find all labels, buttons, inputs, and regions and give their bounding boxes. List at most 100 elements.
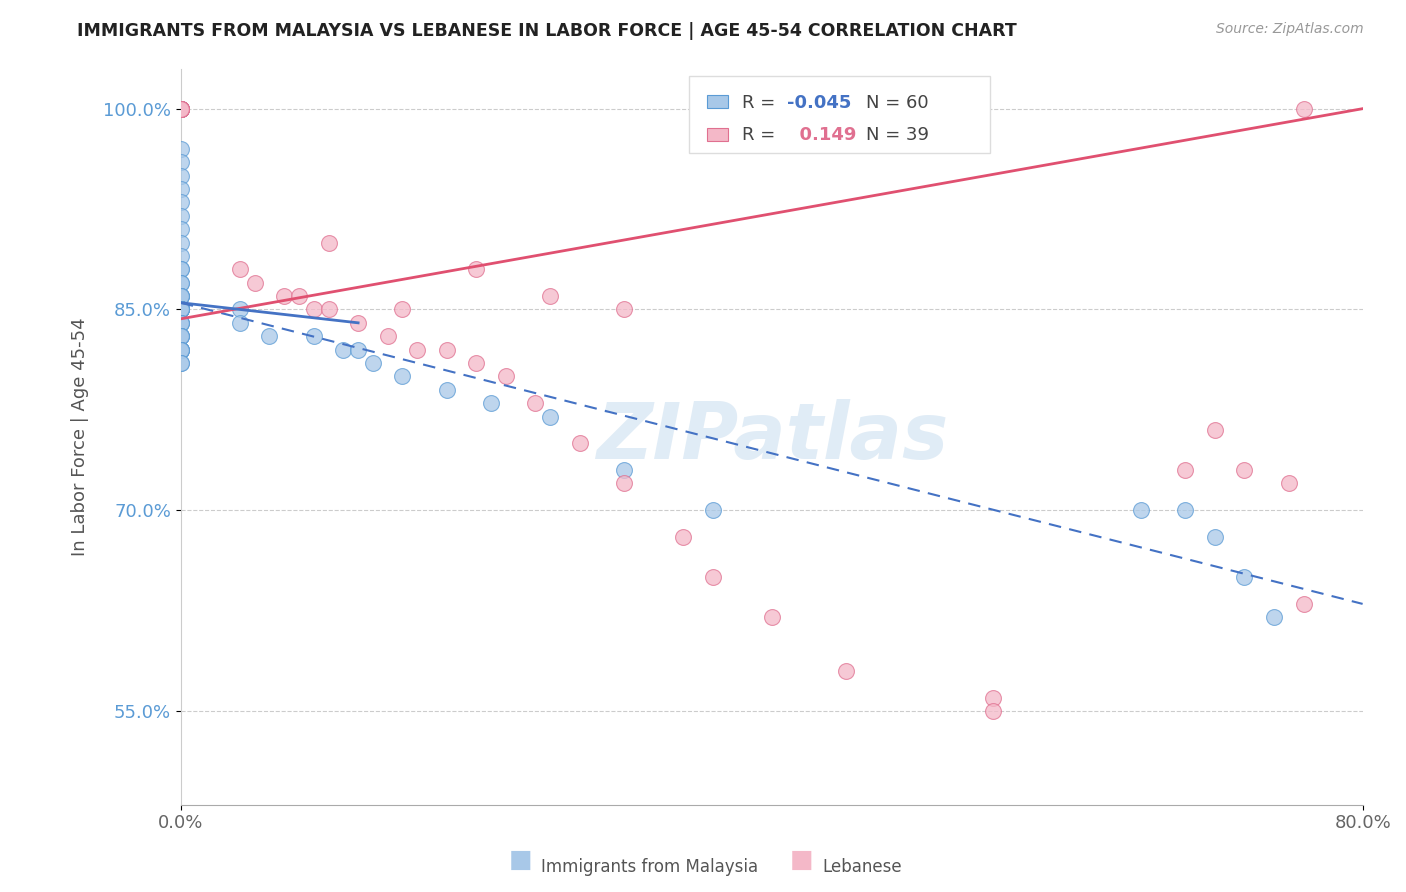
Point [1233, 570, 1256, 584]
Text: ZIPatlas: ZIPatlas [596, 399, 948, 475]
Point [1292, 597, 1315, 611]
Text: R =: R = [742, 126, 782, 144]
Point [702, 503, 724, 517]
Point [170, 343, 193, 357]
Text: 0.149: 0.149 [787, 126, 856, 144]
Point [170, 289, 193, 303]
Point [170, 169, 193, 183]
Point [465, 356, 488, 370]
Point [1292, 102, 1315, 116]
Point [229, 316, 252, 330]
Point [170, 302, 193, 317]
Point [1174, 463, 1197, 477]
Point [170, 343, 193, 357]
Point [170, 102, 193, 116]
Point [170, 302, 193, 317]
Point [170, 316, 193, 330]
Point [538, 409, 561, 424]
Point [170, 302, 193, 317]
Text: ■: ■ [509, 848, 531, 872]
Point [170, 329, 193, 343]
Point [436, 343, 458, 357]
Point [170, 343, 193, 357]
FancyBboxPatch shape [707, 95, 728, 108]
Point [347, 343, 370, 357]
Point [1174, 503, 1197, 517]
Text: Lebanese: Lebanese [823, 858, 903, 876]
Text: R =: R = [742, 95, 782, 112]
Point [273, 289, 295, 303]
Point [361, 356, 384, 370]
Point [170, 289, 193, 303]
Point [302, 329, 325, 343]
Point [406, 343, 429, 357]
Point [318, 302, 340, 317]
Point [170, 289, 193, 303]
Point [259, 329, 281, 343]
Point [170, 276, 193, 290]
Point [672, 530, 695, 544]
Point [1204, 530, 1226, 544]
Point [170, 102, 193, 116]
Point [170, 343, 193, 357]
Point [170, 316, 193, 330]
Point [613, 302, 636, 317]
Point [613, 476, 636, 491]
Point [170, 142, 193, 156]
Point [229, 262, 252, 277]
Point [170, 195, 193, 210]
Point [479, 396, 502, 410]
Point [170, 102, 193, 116]
Point [170, 102, 193, 116]
Point [170, 102, 193, 116]
Point [170, 302, 193, 317]
Point [170, 329, 193, 343]
Point [391, 369, 413, 384]
Point [170, 102, 193, 116]
Text: N = 39: N = 39 [866, 126, 929, 144]
Point [702, 570, 724, 584]
Text: IMMIGRANTS FROM MALAYSIA VS LEBANESE IN LABOR FORCE | AGE 45-54 CORRELATION CHAR: IMMIGRANTS FROM MALAYSIA VS LEBANESE IN … [77, 22, 1017, 40]
Text: N = 60: N = 60 [866, 95, 929, 112]
Point [377, 329, 399, 343]
Point [465, 262, 488, 277]
Y-axis label: In Labor Force | Age 45-54: In Labor Force | Age 45-54 [72, 318, 89, 556]
Point [170, 102, 193, 116]
Point [524, 396, 547, 410]
Point [332, 343, 354, 357]
Point [568, 436, 591, 450]
Point [170, 182, 193, 196]
Point [1233, 463, 1256, 477]
Point [170, 102, 193, 116]
Point [243, 276, 266, 290]
FancyBboxPatch shape [707, 128, 728, 142]
Point [170, 102, 193, 116]
Point [834, 664, 856, 678]
Point [170, 302, 193, 317]
Point [391, 302, 413, 317]
Point [170, 356, 193, 370]
Text: ■: ■ [790, 848, 813, 872]
Point [170, 102, 193, 116]
Point [1204, 423, 1226, 437]
Point [613, 463, 636, 477]
Point [170, 262, 193, 277]
Point [761, 610, 783, 624]
Point [170, 262, 193, 277]
Text: Immigrants from Malaysia: Immigrants from Malaysia [541, 858, 758, 876]
FancyBboxPatch shape [689, 76, 990, 153]
Point [538, 289, 561, 303]
Point [170, 329, 193, 343]
Point [495, 369, 517, 384]
Point [302, 302, 325, 317]
Point [1263, 610, 1285, 624]
Point [170, 222, 193, 236]
Point [436, 383, 458, 397]
Point [170, 302, 193, 317]
Point [170, 302, 193, 317]
Point [170, 356, 193, 370]
Point [981, 704, 1004, 718]
Text: -0.045: -0.045 [787, 95, 852, 112]
Point [170, 302, 193, 317]
Point [981, 690, 1004, 705]
